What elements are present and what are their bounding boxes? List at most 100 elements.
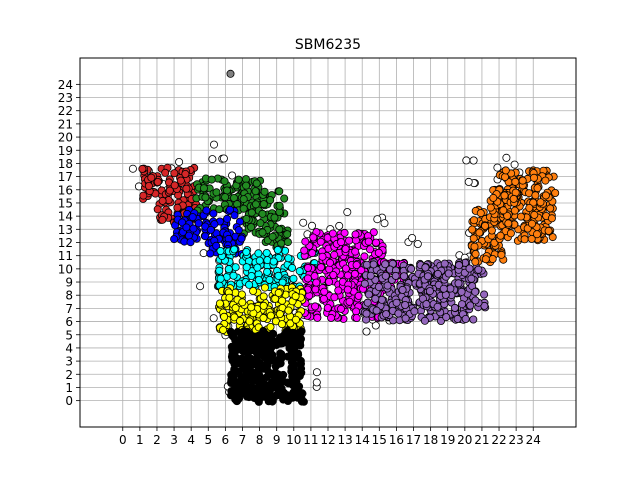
y-tick-label: 10: [58, 262, 73, 276]
data-point: [330, 293, 339, 302]
data-point: [362, 260, 371, 269]
data-point: [420, 316, 429, 325]
data-points: [128, 69, 560, 406]
data-point: [284, 254, 293, 263]
data-point: [527, 234, 536, 243]
data-point: [245, 317, 254, 326]
x-tick-label: 22: [491, 433, 506, 447]
data-point: [227, 378, 236, 387]
x-tick-label: 7: [239, 433, 247, 447]
data-point: [287, 353, 296, 362]
data-point: [242, 247, 251, 256]
data-point: [489, 193, 498, 202]
data-point: [351, 230, 360, 239]
data-point: [365, 245, 374, 254]
data-point: [215, 299, 224, 308]
data-point: [230, 211, 239, 220]
data-point: [243, 385, 252, 394]
data-point: [392, 298, 401, 307]
data-point: [312, 278, 321, 287]
data-point: [199, 184, 208, 193]
data-point: [275, 201, 284, 210]
data-point: [506, 229, 515, 238]
data-point: [237, 290, 246, 299]
data-point: [175, 157, 184, 166]
data-point: [444, 269, 453, 278]
data-point: [343, 271, 352, 280]
y-tick-label: 24: [58, 78, 73, 92]
data-point: [208, 155, 217, 164]
data-point: [237, 234, 246, 243]
y-tick-label: 20: [58, 131, 73, 145]
data-point: [480, 290, 489, 299]
data-point: [299, 397, 308, 406]
data-point: [275, 309, 284, 318]
data-point: [440, 259, 449, 268]
data-point: [242, 263, 251, 272]
y-tick-label: 1: [65, 381, 73, 395]
data-point: [407, 264, 416, 273]
data-point: [471, 249, 480, 258]
data-point: [274, 288, 283, 297]
data-point: [309, 233, 318, 242]
x-tick-label: 23: [508, 433, 523, 447]
data-point: [381, 271, 390, 280]
data-point: [381, 260, 390, 269]
data-point: [475, 228, 484, 237]
data-point: [454, 261, 463, 270]
x-tick-label: 5: [204, 433, 212, 447]
data-point: [220, 177, 229, 186]
data-point: [341, 244, 350, 253]
data-point: [258, 209, 267, 218]
data-point: [360, 279, 369, 288]
data-point: [216, 274, 225, 283]
data-point: [343, 285, 352, 294]
y-tick-label: 3: [65, 355, 73, 369]
data-point: [354, 291, 363, 300]
data-point: [467, 274, 476, 283]
data-point: [212, 241, 221, 250]
data-point: [533, 230, 542, 239]
data-point: [300, 246, 309, 255]
data-point: [251, 368, 260, 377]
data-point: [220, 312, 229, 321]
data-point: [345, 297, 354, 306]
data-point: [254, 275, 263, 284]
data-point: [277, 386, 286, 395]
data-point: [234, 175, 243, 184]
data-point: [245, 332, 254, 341]
data-point: [433, 302, 442, 311]
data-point: [261, 383, 270, 392]
data-point: [325, 258, 334, 267]
data-point: [247, 271, 256, 280]
data-point: [464, 177, 473, 186]
data-point: [469, 216, 478, 225]
data-point: [249, 286, 258, 295]
data-point: [469, 234, 478, 243]
data-point: [259, 301, 268, 310]
data-point: [312, 378, 321, 387]
data-point: [469, 156, 478, 165]
data-point: [274, 380, 283, 389]
data-point: [215, 266, 224, 275]
data-point: [486, 203, 495, 212]
data-point: [481, 221, 490, 230]
data-point: [230, 313, 239, 322]
data-point: [231, 346, 240, 355]
data-point: [170, 181, 179, 190]
data-point: [139, 191, 148, 200]
data-point: [343, 208, 352, 217]
data-point: [372, 306, 381, 315]
x-tick-label: 8: [256, 433, 264, 447]
y-tick-label: 18: [58, 157, 73, 171]
data-point: [466, 301, 475, 310]
data-point: [283, 230, 292, 239]
x-tick-label: 20: [457, 433, 472, 447]
y-tick-label: 15: [58, 196, 73, 210]
data-point: [544, 226, 553, 235]
data-point: [316, 263, 325, 272]
x-axis-ticks: 0 1 2 3 4 5 6 7 8 9 10 11 12 13 14 15 16 17 18 19 20 21 22 23 24: [119, 427, 541, 447]
data-point: [292, 339, 301, 348]
